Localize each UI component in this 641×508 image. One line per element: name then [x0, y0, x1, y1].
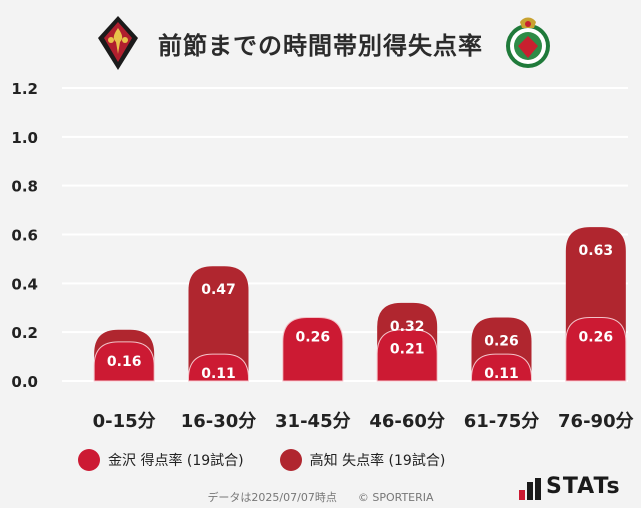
chart-title: 前節までの時間帯別得失点率 — [158, 32, 483, 60]
x-tick-label: 31-45分 — [275, 411, 351, 432]
chart-header: 前節までの時間帯別得失点率 — [0, 0, 641, 84]
stats-logo-text: STATs — [546, 474, 621, 499]
bar-kanazawa — [376, 329, 438, 382]
legend-dot-kanazawa — [78, 449, 100, 471]
data-label-kanazawa: 0.11 — [201, 366, 236, 382]
bar-chart: 0.00.20.40.60.81.01.2 0.160.470.110.260.… — [11, 80, 634, 432]
y-axis-ticks: 0.0 0.2 0.4 0.6 0.8 1.0 1.2 — [11, 80, 38, 391]
x-tick-label: 76-90分 — [558, 411, 634, 432]
kochi-crest-icon — [506, 17, 550, 68]
y-tick-label: 0.0 — [11, 373, 38, 391]
x-tick-label: 61-75分 — [464, 411, 540, 432]
bar-kanazawa — [282, 317, 344, 382]
footer-copyright: © SPORTERIA — [357, 491, 434, 504]
footer: データは2025/07/07時点 © SPORTERIA — [0, 489, 641, 505]
bar-kanazawa — [93, 341, 155, 382]
bar-kanazawa — [565, 317, 627, 382]
data-label-kochi: 0.26 — [484, 334, 519, 350]
bar-kanazawa — [188, 353, 249, 382]
data-label-kochi: 0.32 — [390, 319, 425, 335]
bar-kanazawa — [471, 353, 532, 382]
y-tick-label: 0.6 — [11, 227, 38, 245]
data-label-kanazawa: 0.26 — [579, 330, 614, 346]
kanazawa-crest-icon — [98, 16, 138, 70]
y-tick-label: 1.2 — [11, 80, 38, 98]
data-label-kanazawa: 0.26 — [296, 330, 331, 346]
data-label-kanazawa: 0.16 — [107, 354, 142, 370]
y-tick-label: 0.8 — [11, 178, 38, 196]
footer-date: データは2025/07/07時点 — [207, 491, 337, 504]
x-axis-ticks: 0-15分 16-30分 31-45分 46-60分 61-75分 76-90分 — [93, 411, 634, 432]
legend-item-kochi[interactable]: 高知 失点率 (19試合) — [279, 449, 446, 471]
legend-dot-kochi — [279, 449, 302, 471]
legend-label-kochi: 高知 失点率 (19試合) — [309, 453, 446, 469]
data-label-kanazawa: 0.11 — [484, 366, 519, 382]
grid-lines — [62, 87, 628, 382]
x-tick-label: 46-60分 — [369, 411, 445, 432]
y-tick-label: 0.4 — [11, 275, 38, 293]
data-label-kochi: 0.63 — [579, 243, 614, 259]
data-label-kanazawa: 0.21 — [390, 342, 425, 358]
y-tick-label: 1.0 — [11, 129, 38, 147]
bars: 0.16 0.47 0.11 0.26 0.32 0.21 0.26 0.11 0.63 0.26 — [93, 227, 627, 382]
legend: 金沢 得点率 (19試合) 高知 失点率 (19試合) — [78, 448, 481, 472]
y-tick-label: 0.2 — [11, 324, 38, 342]
footer-spacer — [340, 491, 354, 504]
stats-logo-icon — [519, 478, 541, 500]
bar-kochi — [188, 266, 249, 381]
legend-label-kanazawa: 金沢 得点率 (19試合) — [108, 453, 244, 469]
data-label-kochi: 0.47 — [201, 282, 236, 298]
x-tick-label: 0-15分 — [93, 411, 156, 432]
x-tick-label: 16-30分 — [181, 411, 257, 432]
legend-item-kanazawa[interactable]: 金沢 得点率 (19試合) — [78, 449, 244, 471]
